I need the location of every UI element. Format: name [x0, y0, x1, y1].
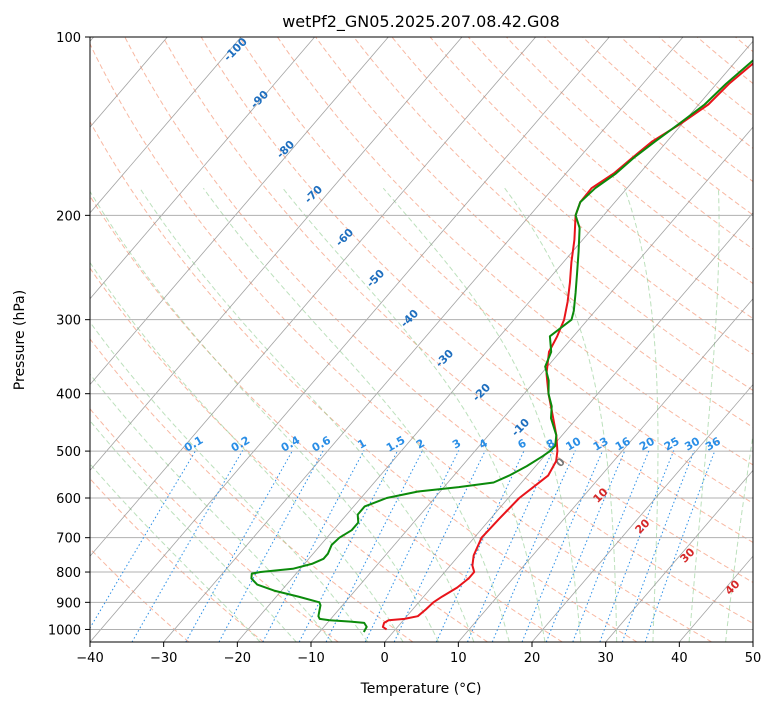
isotherm-line [90, 37, 610, 642]
isotherm-line [90, 37, 315, 300]
mixing-ratio-line [185, 450, 294, 642]
x-tick-label: −10 [297, 651, 324, 666]
dry-adiabat-line [544, 37, 753, 216]
x-tick-label: 30 [597, 651, 614, 666]
mixing-ratio-line [435, 450, 525, 642]
mixing-ratio-line [491, 450, 576, 642]
x-tick-label: 40 [671, 651, 688, 666]
dry-adiabat-line [124, 37, 753, 624]
dry-adiabat-line [200, 37, 753, 544]
mixing-ratio-line [393, 450, 486, 642]
x-axis-ticks: −40 −30 −20 −10 0 10 20 30 40 50 [76, 642, 761, 666]
moist-adiabat-line [382, 187, 582, 642]
moist-adiabat-line [623, 188, 659, 642]
mixing-ratio-line [90, 450, 197, 629]
dry-adiabat-line [429, 37, 753, 320]
y-tick-label: 200 [56, 209, 81, 224]
moist-adiabat-line [90, 261, 404, 642]
x-tick-label: −20 [224, 651, 251, 666]
y-tick-label: 900 [56, 596, 81, 611]
x-tick-label: −40 [76, 651, 103, 666]
y-tick-label: 300 [56, 314, 81, 329]
moist-adiabat-line [504, 187, 618, 642]
moist-adiabat-line [282, 187, 546, 642]
moist-adiabat-line [90, 373, 333, 642]
isotherm-line [237, 40, 753, 642]
y-tick-label: 400 [56, 388, 81, 403]
moist-adiabat-line [725, 431, 753, 642]
x-tick-label: 50 [745, 651, 762, 666]
dry-adiabat-line [90, 42, 712, 642]
moist-adiabat-line [90, 420, 297, 642]
background-lines [90, 37, 753, 642]
chart-title: wetPf2_GN05.2025.207.08.42.G08 [282, 12, 560, 32]
isotherm-line [90, 37, 463, 471]
dry-adiabat-line [315, 37, 753, 428]
dry-adiabat-line [238, 37, 753, 504]
profiles [250, 59, 753, 633]
x-tick-label: 20 [524, 651, 541, 666]
y-axis-label: Pressure (hPa) [12, 290, 28, 390]
dry-adiabat-line [467, 37, 753, 285]
dry-adiabat-line [353, 37, 753, 392]
mixing-ratio-line [545, 450, 626, 642]
dry-adiabat-line [90, 120, 638, 642]
moist-adiabat-line [688, 188, 720, 642]
moist-adiabat-line [90, 463, 261, 642]
dry-adiabat-line [90, 477, 264, 642]
mixing-ratio-line [218, 450, 324, 642]
isotherm-line [90, 37, 389, 386]
y-tick-label: 800 [56, 566, 81, 581]
isotherm-line [163, 37, 684, 642]
mixing-ratio-line [131, 450, 244, 642]
isotherm-line [531, 383, 753, 642]
y-tick-label: 100 [56, 31, 81, 46]
x-tick-label: 0 [381, 651, 389, 666]
isotherm-line [310, 126, 753, 642]
isotherm-line [605, 469, 753, 642]
dry-adiabat-line [162, 37, 753, 584]
moist-adiabat-line [90, 321, 369, 642]
mixing-ratio-line [521, 450, 604, 642]
y-tick-label: 700 [56, 532, 81, 547]
isotherm-line [384, 212, 753, 642]
x-axis-label: Temperature (°C) [360, 681, 482, 697]
dry-adiabat-line [506, 37, 753, 250]
moist-adiabat-line [202, 187, 510, 642]
x-tick-label: −30 [150, 651, 177, 666]
y-tick-label: 1000 [48, 623, 81, 638]
plot-frame [89, 36, 754, 643]
dewpoint-profile-line [250, 59, 753, 633]
x-tick-label: 10 [450, 651, 467, 666]
isotherm-line [90, 37, 242, 214]
y-tick-label: 500 [56, 445, 81, 460]
y-tick-label: 600 [56, 492, 81, 507]
y-axis-ticks: 1000 900 800 700 600 500 400 300 200 100 [48, 31, 90, 638]
dry-adiabat-line [582, 37, 753, 183]
mixing-ratio-line [467, 450, 554, 642]
mixing-ratio-line [364, 450, 460, 642]
moist-adiabat-line [90, 190, 439, 642]
isotherm-line [458, 298, 753, 642]
mixing-ratio-line [262, 450, 365, 642]
isotherm-line [90, 37, 536, 557]
